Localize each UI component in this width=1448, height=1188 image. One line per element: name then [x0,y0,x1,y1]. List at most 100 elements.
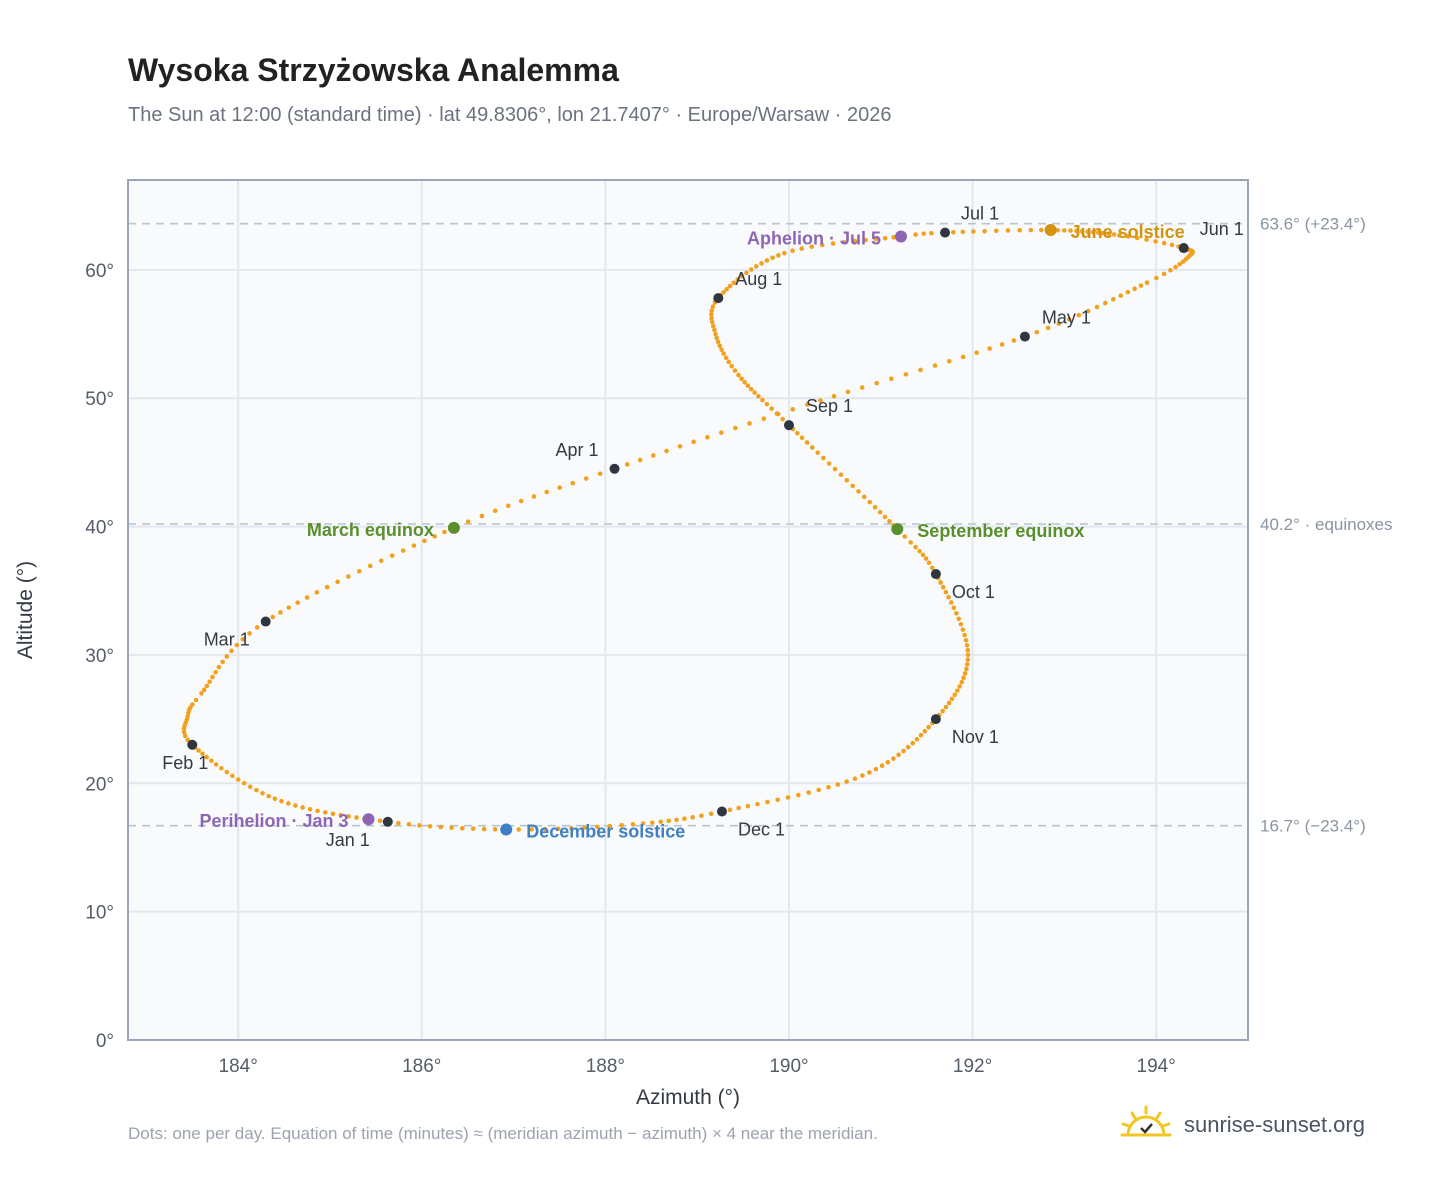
day-dot [1132,286,1137,292]
y-tick-label: 0° [96,1031,114,1052]
day-dot [961,675,966,681]
day-dot [922,728,928,734]
month-label: May 1 [1042,308,1091,328]
event-label: March equinox [307,520,434,540]
day-dot [569,825,574,831]
day-dot [964,662,970,667]
day-dot [481,826,487,832]
day-dot [338,812,344,818]
day-dot [830,241,836,246]
month-label: Apr 1 [556,440,599,460]
day-dot [739,273,745,279]
day-dot [860,773,865,778]
day-dot [838,472,844,477]
day-dot [795,430,800,436]
day-dot [516,827,522,832]
day-dot [964,643,970,648]
day-dot [745,803,751,809]
day-dot [726,359,732,365]
day-dot [235,777,241,782]
day-dot [438,824,444,830]
month-label: Dec 1 [738,820,785,840]
event-marker [891,523,904,536]
day-dot [799,246,805,251]
day-dot [1144,280,1150,285]
day-dot [971,229,976,234]
day-dot [304,595,310,600]
day-dot [607,823,613,829]
brand-name[interactable]: sunrise-sunset.org [1184,1112,1365,1137]
day-dot [759,261,764,266]
day-dot [965,652,971,658]
x-tick-label: 188° [586,1056,625,1077]
day-dot [230,773,235,779]
day-dot [709,312,714,317]
day-dot [950,229,956,235]
x-tick-label: 186° [402,1056,441,1077]
day-dot [422,538,427,544]
day-dot [951,605,957,611]
day-dot [640,821,646,826]
day-dot [465,519,471,525]
day-dot [432,534,437,539]
day-dot [518,498,524,504]
x-tick-label: 190° [769,1056,808,1077]
day-dot [1177,261,1183,267]
day-dot [926,724,931,730]
day-dot [790,407,796,412]
day-dot [682,816,687,821]
day-dot [821,455,826,461]
day-dot [964,666,969,672]
brand[interactable]: sunrise-sunset.org [1120,1100,1365,1150]
day-dot [736,805,741,811]
day-dot [229,648,234,654]
day-dot [901,748,906,754]
event-marker [362,813,375,826]
day-dot [879,763,885,769]
day-dot [913,232,918,237]
day-dot [932,363,938,368]
day-dot [1076,312,1082,318]
day-dot [753,264,759,269]
day-dot [254,787,259,793]
day-dot [278,610,283,615]
day-dot [470,826,476,832]
day-dot [286,801,291,806]
event-marker [447,521,460,534]
day-dot [742,380,747,385]
day-dot [181,729,187,735]
day-dot [896,752,901,758]
day-dot [774,411,780,416]
month-marker [1019,331,1030,342]
month-marker [940,227,951,238]
day-dot [885,759,891,765]
day-dot [832,466,838,472]
day-dot [960,354,966,360]
day-dot [809,445,815,450]
day-dot [1153,239,1158,244]
day-dot [1066,317,1072,322]
day-dot [959,679,965,685]
day-dot [903,372,909,377]
day-dot [943,704,949,710]
day-dot [735,277,741,282]
month-label: Aug 1 [735,269,782,289]
day-dot [531,494,537,499]
day-dot [335,579,340,585]
day-dot [406,822,412,827]
day-dot [948,600,954,605]
x-tick-label: 184° [219,1056,258,1077]
event-marker [1044,224,1057,237]
day-dot [744,270,749,276]
day-dot [241,780,247,786]
day-dot [859,385,865,390]
day-dot [946,594,951,600]
y-tick-label: 40° [85,518,114,539]
day-dot [1005,228,1011,233]
day-dot [400,548,406,553]
day-dot [1028,227,1034,233]
month-marker [1178,243,1189,254]
month-marker [187,739,198,750]
day-dot [300,805,305,810]
day-dot [709,315,714,321]
